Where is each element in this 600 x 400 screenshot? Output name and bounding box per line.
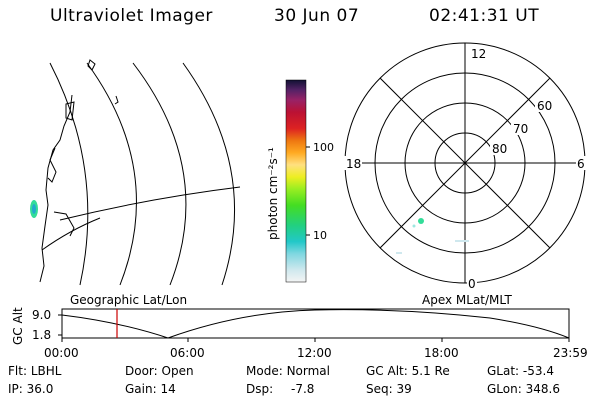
status-ip: IP: 36.0 xyxy=(8,382,53,396)
label-bg xyxy=(469,46,485,60)
emission-spot xyxy=(396,252,402,254)
status-value: 5.1 Re xyxy=(411,364,450,378)
polar-plot[interactable] xyxy=(344,42,586,284)
status-value: -7.8 xyxy=(290,382,315,396)
emission-spot xyxy=(412,224,416,228)
emission-spot xyxy=(455,240,469,242)
time-label: 02:41:31 UT xyxy=(429,6,540,26)
status-key: Gain: xyxy=(125,382,157,396)
label-bg xyxy=(490,141,508,155)
apex-coord-label: Apex MLat/MLT xyxy=(422,293,512,307)
status-key: Dsp: xyxy=(246,382,274,396)
x-tick-label: 23:59 xyxy=(553,346,588,360)
orbit-strip-frame xyxy=(61,308,570,339)
altitude-curve xyxy=(61,309,570,339)
colorbar-tick-10: 10 xyxy=(313,229,327,242)
status-key: GC Alt: xyxy=(366,364,408,378)
label-bg xyxy=(467,276,477,290)
longitude-line xyxy=(182,62,236,286)
label-bg xyxy=(576,156,586,170)
coastline xyxy=(47,147,57,183)
x-tick-label: 06:00 xyxy=(170,346,205,360)
coastline xyxy=(39,94,73,283)
longitude-line xyxy=(86,62,137,286)
polar-meridian xyxy=(379,77,551,249)
longitude-line xyxy=(132,62,187,286)
status-key: Flt: xyxy=(8,364,27,378)
latitude-line xyxy=(41,217,101,251)
coastline xyxy=(114,95,119,105)
coastline xyxy=(87,59,96,71)
mlt-label-18: 18 xyxy=(346,157,361,171)
status-value: Open xyxy=(161,364,194,378)
mlt-label-12: 12 xyxy=(471,47,486,61)
status-glon: GLon: 348.6 xyxy=(487,382,560,396)
status-value: LBHL xyxy=(30,364,62,378)
date-label: 30 Jun 07 xyxy=(274,6,360,26)
status-value: -53.4 xyxy=(522,364,554,378)
status-dsp: Dsp: -7.8 xyxy=(246,382,314,396)
emission-spot xyxy=(418,218,424,224)
longitude-line xyxy=(49,62,89,286)
mlt-label-0: 0 xyxy=(468,277,476,291)
status-key: GLon: xyxy=(487,382,522,396)
lat-label-80: 80 xyxy=(492,142,507,156)
lat-label-60: 60 xyxy=(537,99,552,113)
status-value: 348.6 xyxy=(525,382,560,396)
status-key: IP: xyxy=(8,382,23,396)
status-gc-alt: GC Alt: 5.1 Re xyxy=(366,364,450,378)
colorbar-tick-100: 100 xyxy=(313,141,334,154)
x-tick-label: 18:00 xyxy=(424,346,459,360)
status-key: Seq: xyxy=(366,382,393,396)
status-key: Door: xyxy=(125,364,158,378)
status-value: 39 xyxy=(396,382,412,396)
polar-emission xyxy=(396,218,469,254)
x-tick-label: 00:00 xyxy=(44,346,79,360)
y-tick-label: 1.8 xyxy=(32,328,51,342)
gc-alt-axis-label: GC Alt xyxy=(11,307,25,345)
polar-labels: 12 18 6 0 60 70 80 xyxy=(344,46,586,291)
latitude-line xyxy=(59,186,241,221)
colorbar-units-label: photon cm⁻²s⁻¹ xyxy=(266,147,280,240)
status-value: Normal xyxy=(286,364,330,378)
status-seq: Seq: 39 xyxy=(366,382,412,396)
status-door: Door: Open xyxy=(125,364,194,378)
colorbar: 100 10 photon cm⁻²s⁻¹ xyxy=(266,79,334,283)
label-bg xyxy=(511,121,529,135)
coastline xyxy=(53,211,75,237)
colorbar-gradient xyxy=(285,79,307,283)
orbit-strip-labels: Geographic Lat/Lon Apex MLat/MLT GC Alt … xyxy=(11,293,588,360)
instrument-title: Ultraviolet Imager xyxy=(50,6,213,26)
status-gain: Gain: 14 xyxy=(125,382,176,396)
aurora-emission-spot xyxy=(30,200,38,218)
status-value: 36.0 xyxy=(26,382,54,396)
lat-label-70: 70 xyxy=(513,122,528,136)
geographic-projection[interactable] xyxy=(39,59,241,286)
status-mode: Mode: Normal xyxy=(246,364,330,378)
status-key: GLat: xyxy=(487,364,520,378)
emission-core xyxy=(32,204,36,214)
coastline xyxy=(65,101,75,121)
y-tick-label: 9.0 xyxy=(32,308,51,322)
geographic-coord-label: Geographic Lat/Lon xyxy=(70,293,187,307)
mlt-label-6: 6 xyxy=(577,157,585,171)
label-bg xyxy=(535,98,553,112)
label-bg xyxy=(344,156,362,170)
status-value: 14 xyxy=(160,382,176,396)
status-glat: GLat: -53.4 xyxy=(487,364,554,378)
status-filter: Flt: LBHL xyxy=(8,364,61,378)
x-tick-label: 12:00 xyxy=(297,346,332,360)
status-key: Mode: xyxy=(246,364,283,378)
orbit-altitude-strip[interactable] xyxy=(58,308,570,342)
